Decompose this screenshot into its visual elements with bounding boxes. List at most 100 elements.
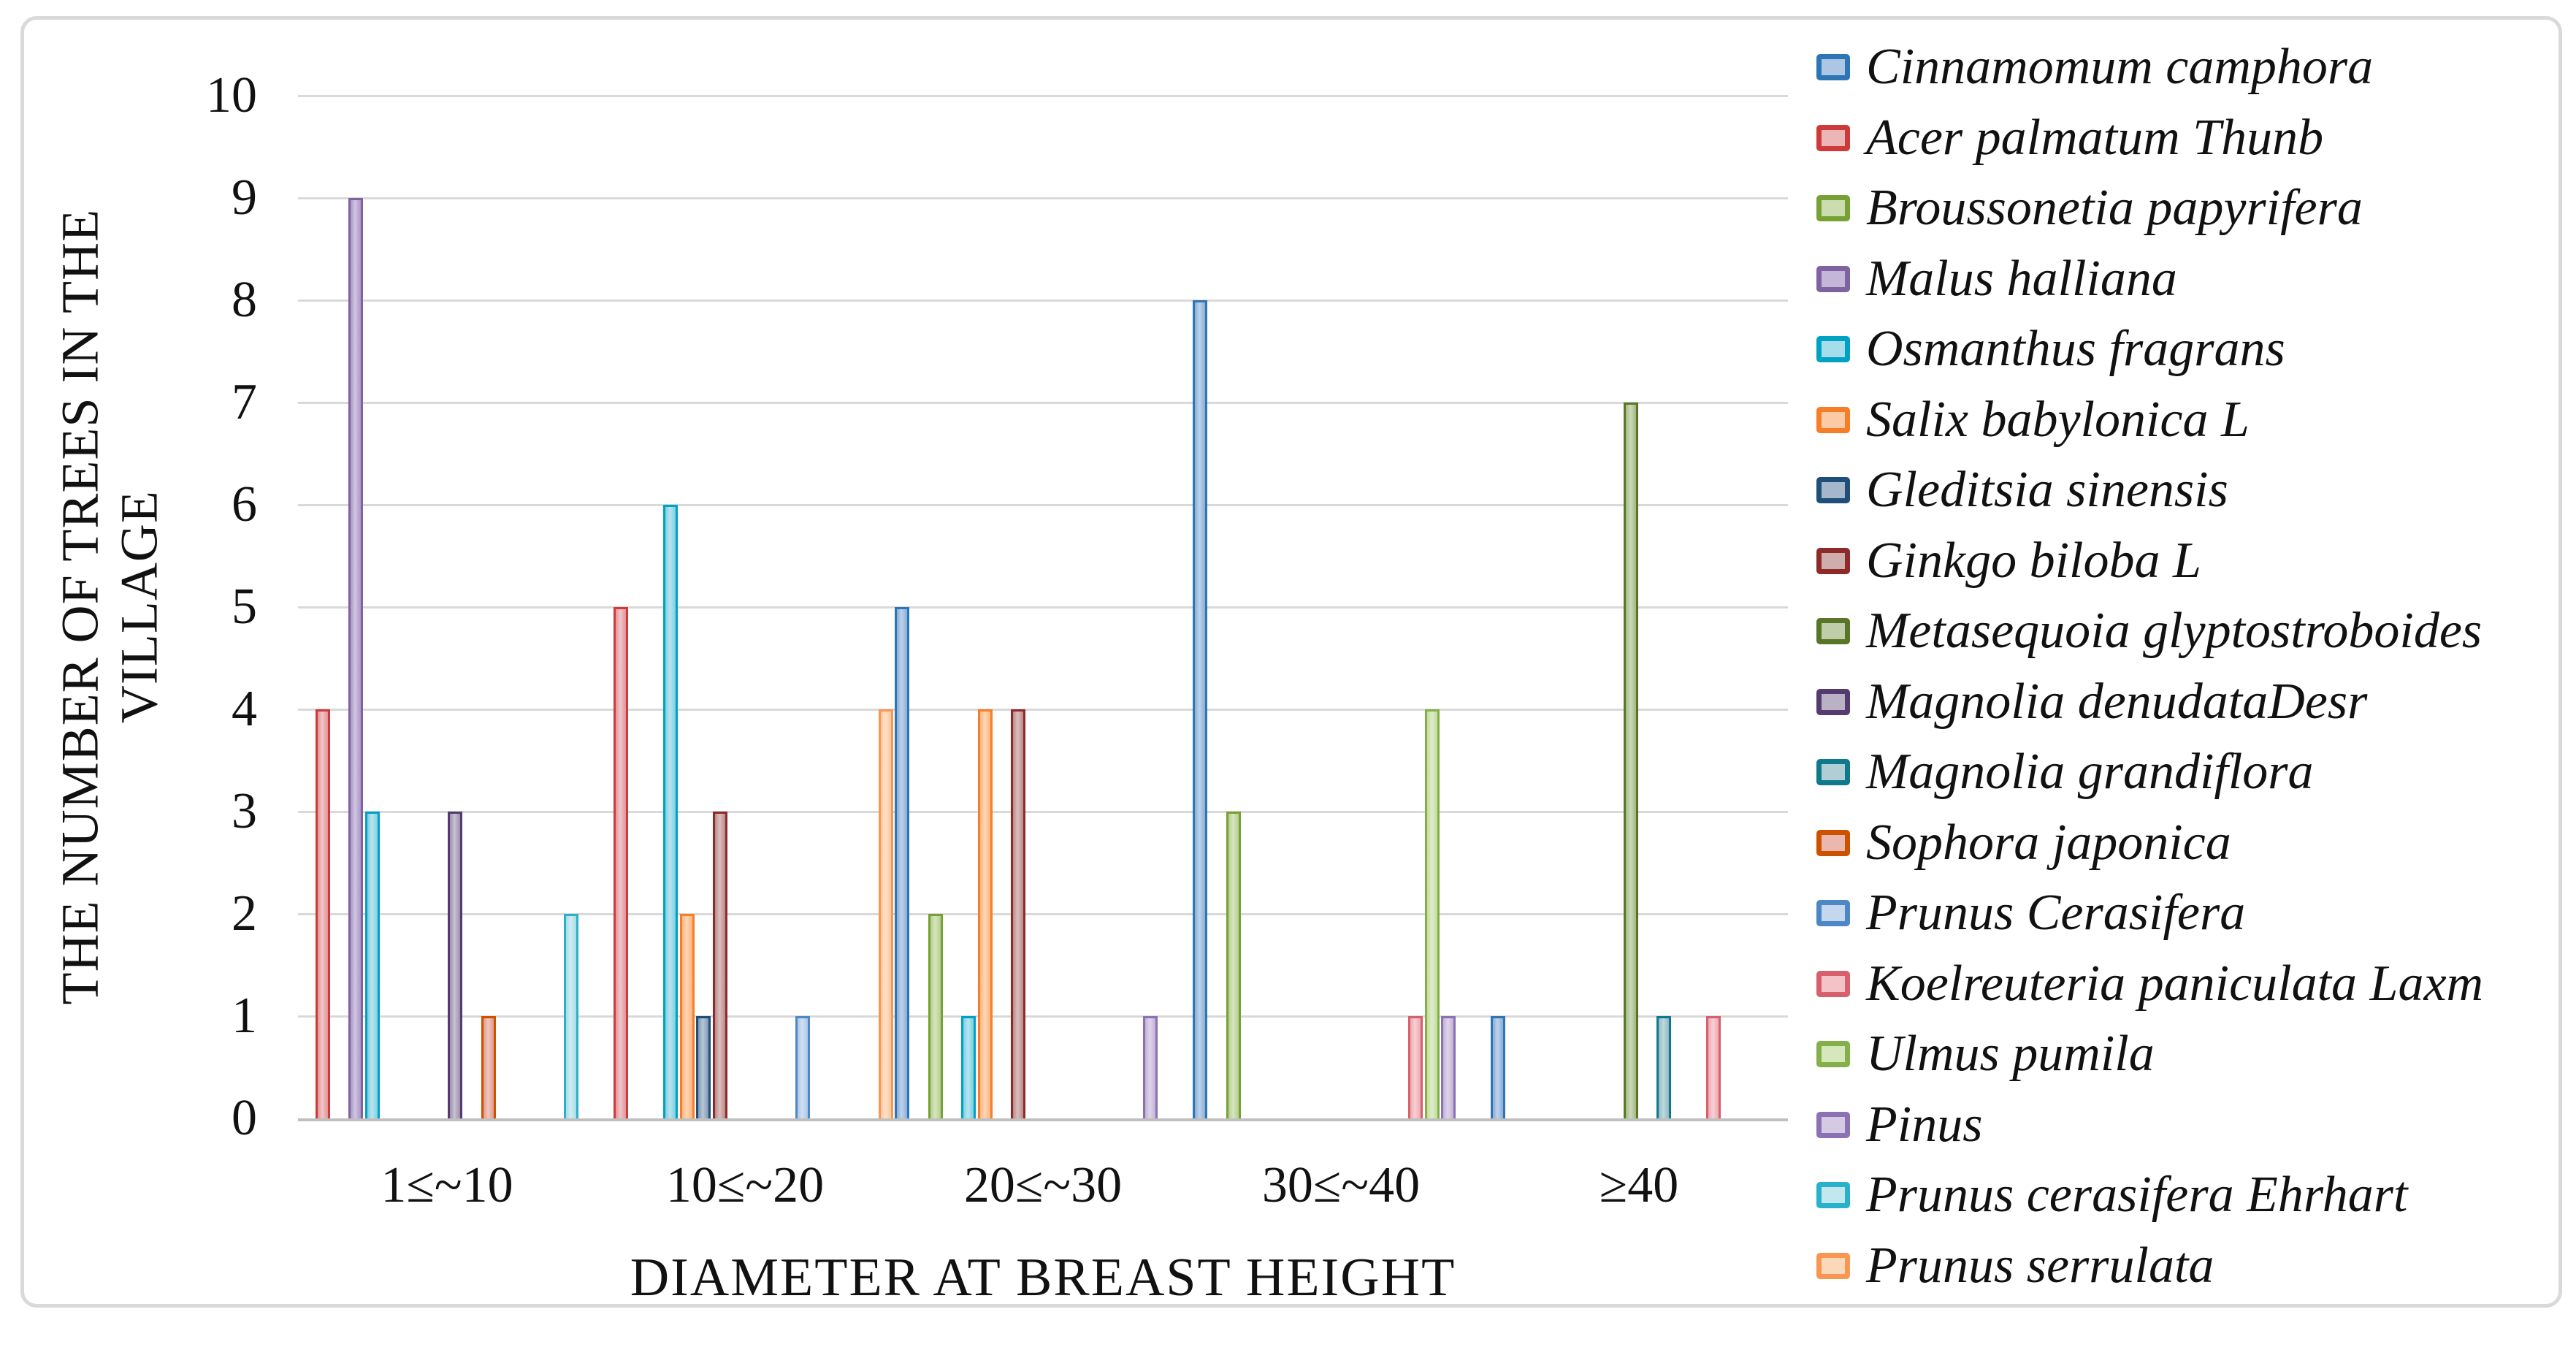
y-tick-label-4: 4 [232, 681, 257, 737]
bar-metasequoia-glyptostroboides-g5 [1623, 403, 1638, 1118]
bar-cinnamomum-camphora-g3 [895, 607, 910, 1118]
legend-swatch-ginkgo-biloba-l [1816, 547, 1850, 574]
legend-swatch-magnolia-grandiflora [1816, 759, 1850, 785]
y-tick-label-7: 7 [232, 374, 257, 430]
bar-ginkgo-biloba-l-g3 [1011, 709, 1025, 1118]
legend-item-gleditsia-sinensis: Gleditsia sinensis [1816, 464, 2228, 516]
legend-label-osmanthus-fragrans: Osmanthus fragrans [1866, 321, 2285, 377]
legend-swatch-gleditsia-sinensis [1816, 477, 1850, 503]
legend-label-acer-palmatum-thunb: Acer palmatum Thunb [1866, 109, 2324, 166]
bar-malus-halliana-g1 [348, 198, 364, 1118]
bar-osmanthus-fragrans-g3 [961, 1016, 976, 1118]
legend-swatch-koelreuteria-paniculata-laxm [1816, 970, 1850, 997]
x-axis-title: DIAMETER AT BREAST HEIGHT [630, 1248, 1456, 1308]
y-tick-label-5: 5 [232, 579, 257, 635]
bar-broussonetia-papyrifera-g3 [928, 914, 943, 1118]
bar-acer-palmatum-thunb-g1 [316, 709, 330, 1118]
gridline-y2 [298, 913, 1788, 915]
legend-swatch-salix-babylonica-l [1816, 406, 1850, 433]
bar-osmanthus-fragrans-g2 [663, 505, 678, 1118]
legend-item-magnolia-denudatadesr: Magnolia denudataDesr [1816, 676, 2367, 728]
legend-swatch-prunus-serrulata [1816, 1252, 1850, 1279]
legend-item-pinus: Pinus [1816, 1099, 1982, 1151]
plot-area [298, 95, 1788, 1121]
legend-swatch-metasequoia-glyptostroboides [1816, 618, 1850, 644]
bar-ginkgo-biloba-l-g2 [713, 812, 727, 1118]
x-tick-label-20-30: 20≤~30 [963, 1157, 1123, 1213]
x-tick-label-40: ≥40 [1599, 1157, 1679, 1213]
legend-item-prunus-cerasifera-ehrhart: Prunus cerasifera Ehrhart [1816, 1169, 2408, 1221]
legend-item-acer-palmatum-thunb: Acer palmatum Thunb [1816, 112, 2323, 164]
legend-swatch-prunus-cerasifera-ehrhart [1816, 1182, 1850, 1208]
x-tick-label-10-20: 10≤~20 [665, 1157, 825, 1213]
bar-prunus-cerasifera-g2 [795, 1016, 811, 1118]
y-axis-title-line1: THE NUMBER OF TREES IN THE [50, 209, 110, 1005]
y-tick-label-6: 6 [232, 476, 257, 533]
legend-label-malus-halliana: Malus halliana [1866, 250, 2177, 307]
gridline-y8 [298, 300, 1788, 302]
gridline-y7 [298, 402, 1788, 404]
legend-item-metasequoia-glyptostroboides: Metasequoia glyptostroboides [1816, 605, 2482, 657]
bar-cinnamomum-camphora-g4 [1193, 300, 1208, 1118]
bar-salix-babylonica-l-g3 [977, 709, 993, 1118]
gridline-y6 [298, 504, 1788, 506]
bar-cinnamomum-camphora-g5 [1491, 1016, 1506, 1118]
legend-item-prunus-serrulata: Prunus serrulata [1816, 1240, 2214, 1292]
chart-frame [20, 16, 2562, 1308]
gridline-y3 [298, 811, 1788, 813]
gridline-y9 [298, 197, 1788, 199]
legend-item-salix-babylonica-l: Salix babylonica L [1816, 394, 2250, 446]
legend-item-ginkgo-biloba-l: Ginkgo biloba L [1816, 535, 2201, 587]
bar-salix-babylonica-l-g2 [679, 914, 695, 1118]
legend-item-magnolia-grandiflora: Magnolia grandiflora [1816, 746, 2314, 798]
bar-magnolia-denudatadesr-g1 [448, 812, 463, 1118]
legend-swatch-acer-palmatum-thunb [1816, 124, 1850, 151]
gridline-y4 [298, 709, 1788, 711]
gridline-y10 [298, 95, 1788, 97]
bar-pinus-g4 [1441, 1016, 1456, 1118]
legend-swatch-cinnamomum-camphora [1816, 54, 1850, 80]
legend-label-salix-babylonica-l: Salix babylonica L [1866, 391, 2250, 448]
legend-swatch-broussonetia-papyrifera [1816, 195, 1850, 221]
y-tick-label-10: 10 [206, 67, 257, 123]
x-tick-label-30-40: 30≤~40 [1261, 1157, 1421, 1213]
legend-item-sophora-japonica: Sophora japonica [1816, 817, 2231, 869]
legend-item-osmanthus-fragrans: Osmanthus fragrans [1816, 323, 2285, 375]
y-tick-label-1: 1 [232, 988, 257, 1044]
legend-item-prunus-cerasifera: Prunus Cerasifera [1816, 887, 2245, 939]
legend-item-cinnamomum-camphora: Cinnamomum camphora [1816, 41, 2373, 94]
legend-swatch-magnolia-denudatadesr [1816, 688, 1850, 715]
legend-label-prunus-cerasifera-ehrhart: Prunus cerasifera Ehrhart [1866, 1167, 2408, 1223]
bar-ulmus-pumila-g4 [1424, 709, 1440, 1118]
legend-label-magnolia-denudatadesr: Magnolia denudataDesr [1866, 673, 2368, 730]
legend-label-sophora-japonica: Sophora japonica [1866, 814, 2231, 871]
gridline-y1 [298, 1015, 1788, 1018]
legend-swatch-ulmus-pumila [1816, 1041, 1850, 1067]
legend-item-broussonetia-papyrifera: Broussonetia papyrifera [1816, 182, 2363, 234]
legend-item-koelreuteria-paniculata-laxm: Koelreuteria paniculata Laxm [1816, 958, 2483, 1010]
bar-gleditsia-sinensis-g2 [696, 1016, 711, 1118]
x-axis-line [298, 1118, 1788, 1121]
bar-prunus-serrulata-g2 [878, 709, 893, 1118]
bar-sophora-japonica-g1 [481, 1016, 496, 1118]
bar-osmanthus-fragrans-g1 [365, 812, 380, 1118]
legend-item-ulmus-pumila: Ulmus pumila [1816, 1028, 2155, 1080]
legend-label-broussonetia-papyrifera: Broussonetia papyrifera [1866, 180, 2363, 236]
legend-swatch-malus-halliana [1816, 265, 1850, 292]
gridline-y5 [298, 606, 1788, 609]
legend-label-koelreuteria-paniculata-laxm: Koelreuteria paniculata Laxm [1866, 955, 2484, 1012]
y-tick-label-9: 9 [232, 169, 257, 226]
y-tick-label-0: 0 [232, 1090, 257, 1146]
legend-label-pinus: Pinus [1866, 1096, 1983, 1153]
bar-pinus-g3 [1143, 1016, 1158, 1118]
legend-swatch-osmanthus-fragrans [1816, 336, 1850, 362]
bar-prunus-cerasifera-ehrhart-g1 [564, 914, 578, 1118]
legend-label-gleditsia-sinensis: Gleditsia sinensis [1866, 462, 2228, 518]
legend-swatch-sophora-japonica [1816, 829, 1850, 856]
legend-label-metasequoia-glyptostroboides: Metasequoia glyptostroboides [1866, 603, 2483, 659]
legend-item-malus-halliana: Malus halliana [1816, 253, 2177, 305]
bar-koelreuteria-paniculata-laxm-g5 [1706, 1016, 1721, 1118]
legend-swatch-pinus [1816, 1111, 1850, 1138]
legend-swatch-prunus-cerasifera [1816, 900, 1850, 926]
